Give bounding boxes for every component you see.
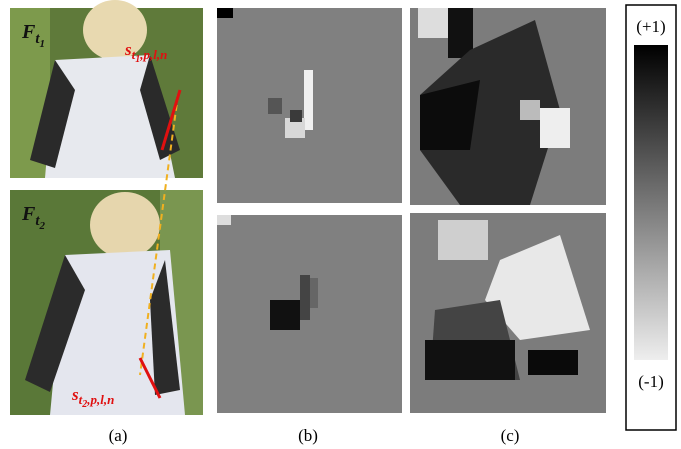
feature-map — [410, 8, 606, 205]
feature-map — [410, 213, 606, 413]
colorbar — [634, 45, 668, 360]
frame-photo — [10, 0, 203, 178]
panel-caption: (b) — [298, 426, 318, 445]
figure: Ft1 Ft2 st1,p,l,n st2,p,l,n (a) (b — [0, 0, 681, 449]
feature-map — [217, 8, 402, 203]
panel-caption: (c) — [501, 426, 520, 445]
panel-caption: (a) — [109, 426, 128, 445]
colorbar-min: (-1) — [638, 372, 663, 391]
feature-map — [217, 215, 402, 413]
colorbar-max: (+1) — [636, 17, 665, 36]
